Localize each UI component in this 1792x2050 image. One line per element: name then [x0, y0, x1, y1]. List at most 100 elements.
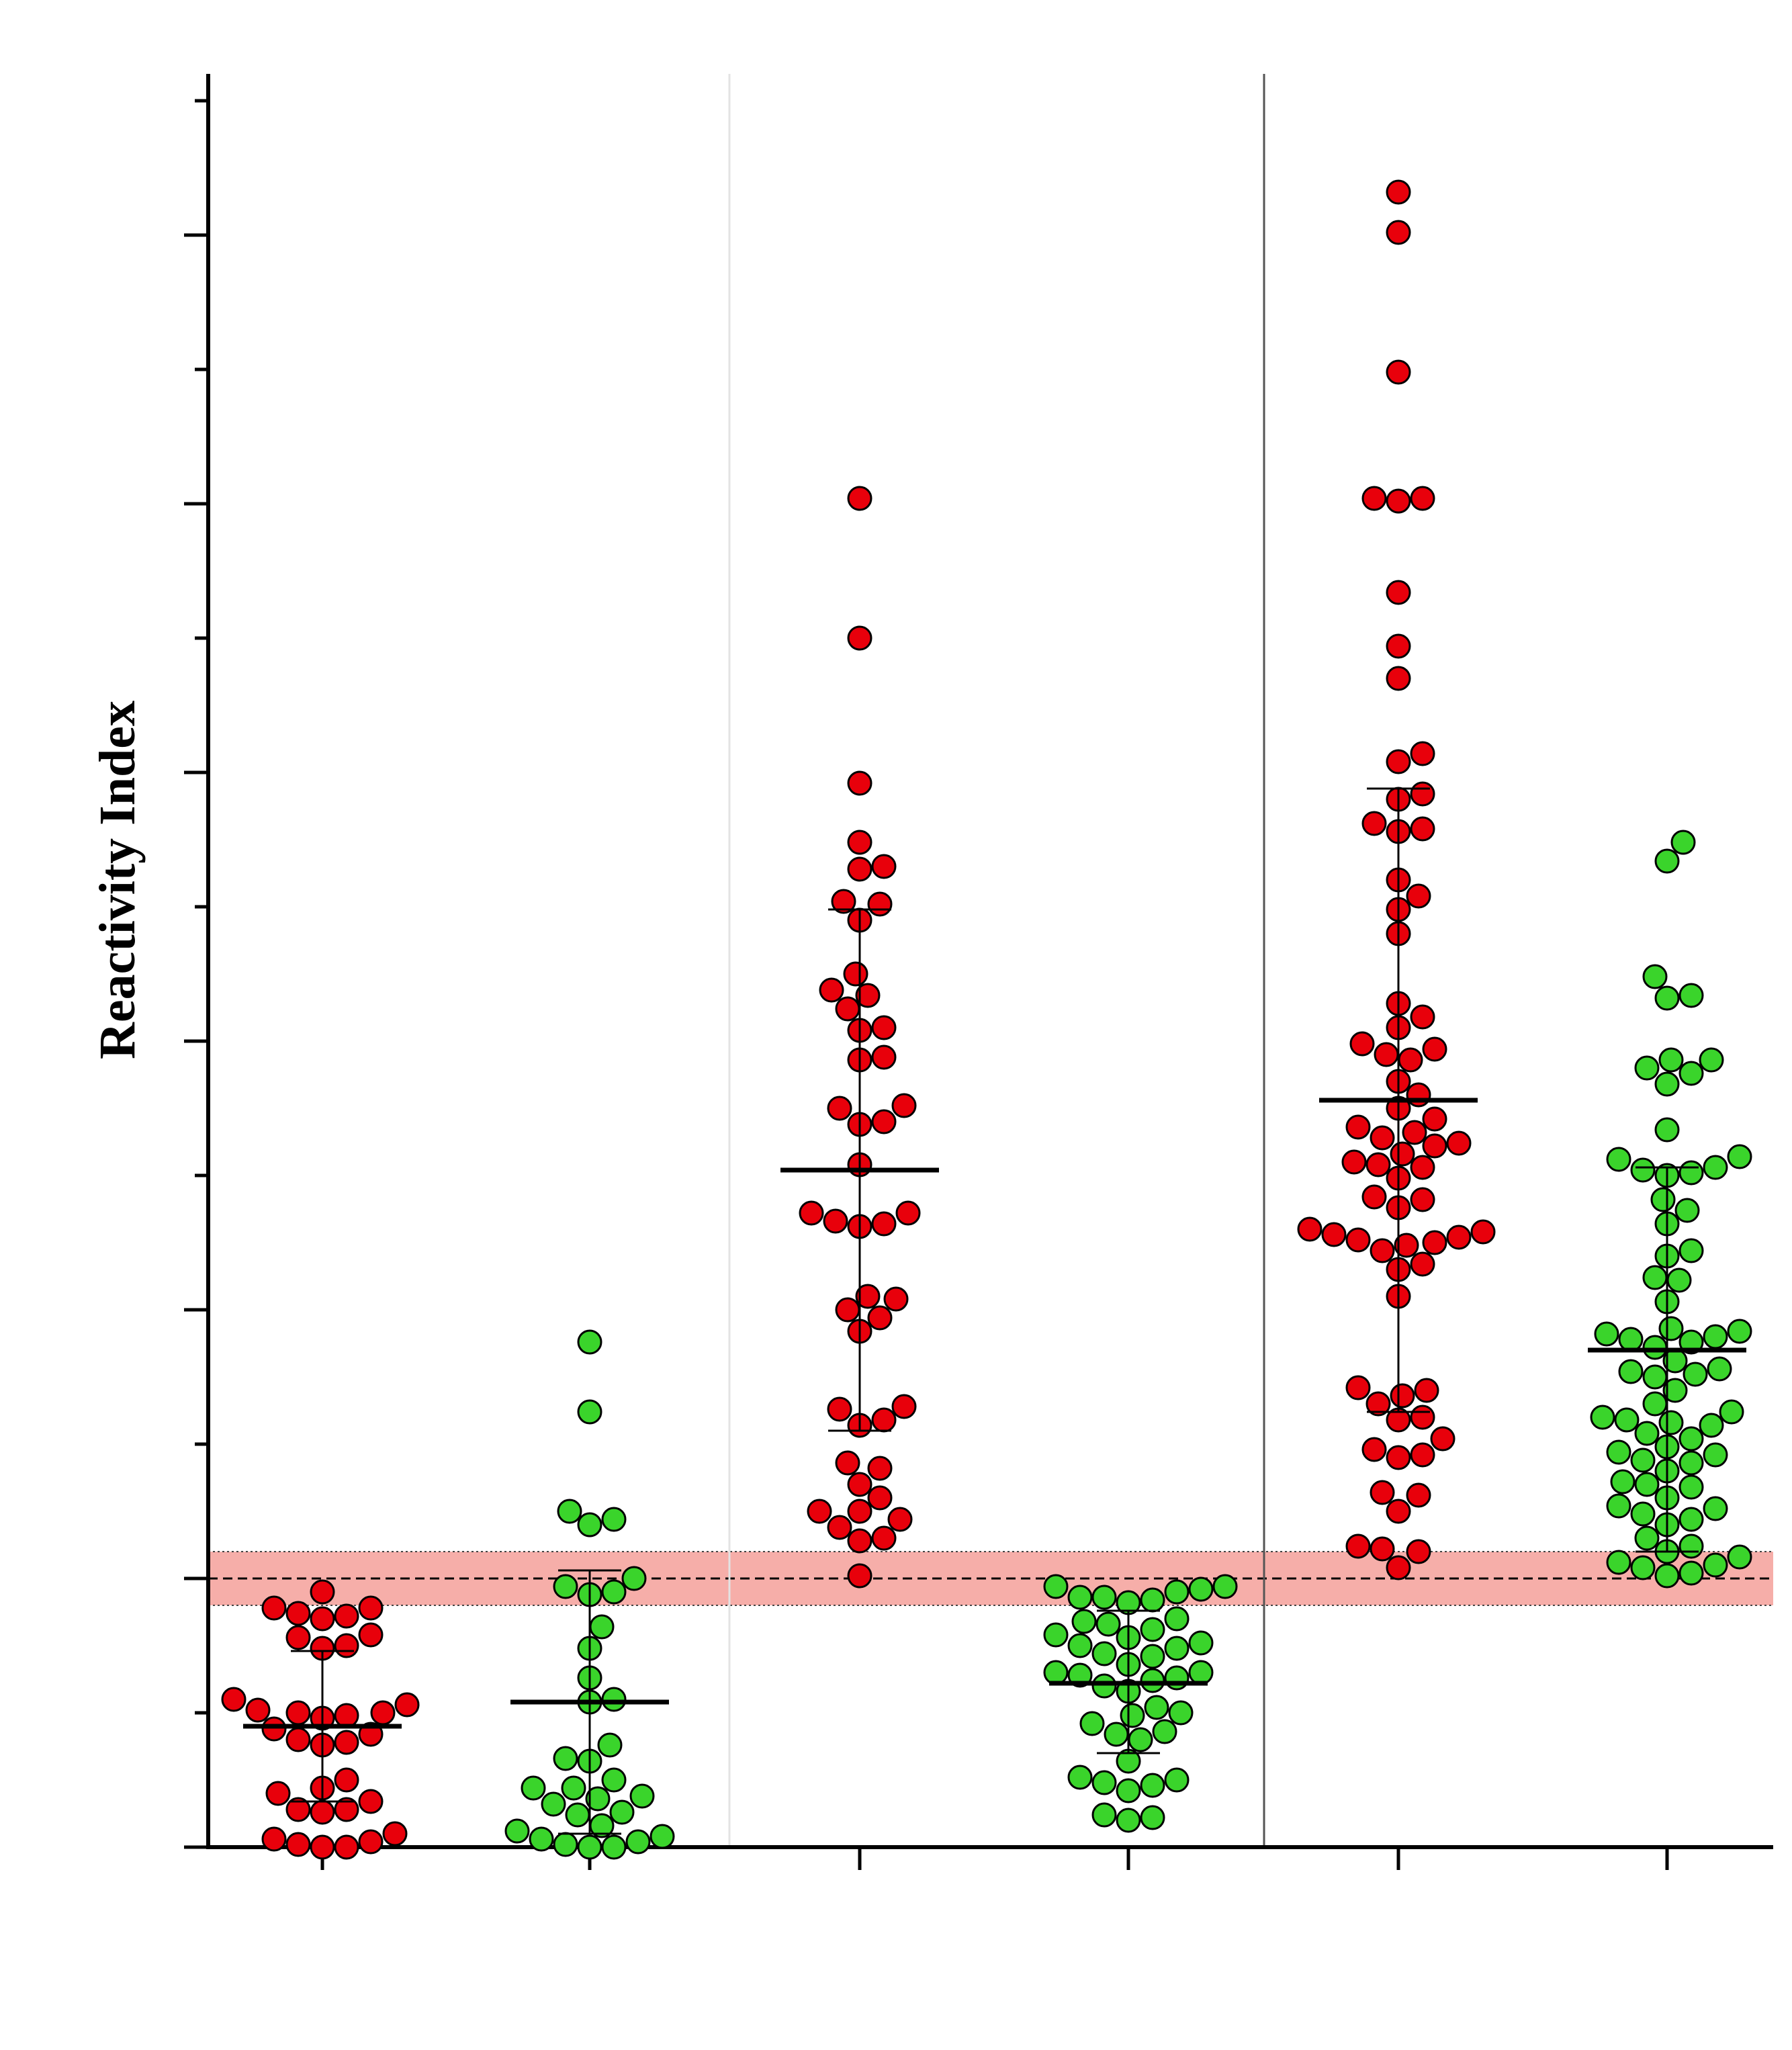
data-point-non-rbd	[1422, 1230, 1447, 1255]
data-point-rbd	[1678, 1238, 1704, 1263]
data-point-rbd	[1630, 1555, 1656, 1580]
data-point-rbd	[1678, 1560, 1704, 1586]
data-point-rbd	[1091, 1770, 1117, 1795]
data-point-rbd	[1140, 1587, 1165, 1613]
data-point-rbd	[1727, 1319, 1752, 1344]
y-axis-title: Reactivity Index	[89, 701, 146, 1059]
data-point-non-rbd	[1341, 1149, 1367, 1175]
data-point-rbd	[1164, 1767, 1190, 1793]
data-point-non-rbd	[847, 830, 872, 855]
data-point-rbd	[1654, 848, 1680, 874]
data-point-rbd	[1654, 1563, 1680, 1589]
data-point-rbd	[1095, 1611, 1121, 1637]
data-point-non-rbd	[1410, 741, 1435, 766]
data-point-non-rbd	[370, 1700, 396, 1726]
data-point-non-rbd	[334, 1603, 359, 1629]
data-point-rbd	[529, 1826, 554, 1852]
data-point-rbd	[1703, 1552, 1728, 1578]
data-point-non-rbd	[334, 1633, 359, 1658]
data-point-rbd	[621, 1566, 647, 1591]
data-point-rbd	[541, 1791, 566, 1817]
data-point-rbd	[1071, 1609, 1097, 1634]
data-point-rbd	[1678, 1450, 1704, 1476]
data-point-rbd	[1634, 1525, 1660, 1551]
data-point-rbd	[1654, 1071, 1680, 1097]
data-point-non-rbd	[1386, 1555, 1411, 1580]
data-point-non-rbd	[1422, 1133, 1447, 1159]
data-point-non-rbd	[847, 1563, 872, 1589]
data-point-rbd	[589, 1614, 615, 1640]
data-point-non-rbd	[310, 1834, 335, 1860]
data-point-non-rbd	[1386, 633, 1411, 659]
data-point-non-rbd	[855, 983, 881, 1008]
data-point-non-rbd	[819, 977, 844, 1003]
data-point-non-rbd	[1410, 1187, 1435, 1212]
data-point-rbd	[1703, 1496, 1728, 1521]
data-point-rbd	[1140, 1805, 1165, 1830]
data-point-rbd	[1642, 1364, 1668, 1390]
data-point-non-rbd	[1345, 1227, 1371, 1253]
data-point-rbd	[1699, 1413, 1724, 1438]
data-point-non-rbd	[334, 1834, 359, 1860]
data-point-rbd	[601, 1767, 627, 1793]
data-point-non-rbd	[1370, 1238, 1395, 1263]
data-point-non-rbd	[310, 1799, 335, 1825]
data-point-non-rbd	[871, 1525, 897, 1551]
data-point-rbd	[1630, 1501, 1656, 1527]
data-point-non-rbd	[285, 1797, 311, 1822]
data-point-non-rbd	[847, 856, 872, 882]
data-point-rbd	[553, 1832, 578, 1857]
data-point-rbd	[1144, 1695, 1169, 1720]
data-point-rbd	[597, 1732, 623, 1758]
data-point-non-rbd	[1370, 1536, 1395, 1562]
data-point-rbd	[1642, 1335, 1668, 1360]
data-point-rbd	[1067, 1585, 1093, 1610]
data-point-non-rbd	[1390, 1141, 1415, 1167]
data-point-non-rbd	[334, 1797, 359, 1822]
data-point-rbd	[601, 1579, 627, 1605]
data-point-non-rbd	[827, 1096, 852, 1121]
data-point-rbd	[1168, 1700, 1194, 1726]
data-point-non-rbd	[827, 1396, 852, 1422]
data-point-rbd	[553, 1746, 578, 1771]
data-point-non-rbd	[871, 1044, 897, 1070]
data-point-rbd	[1606, 1550, 1631, 1575]
data-point-non-rbd	[1386, 359, 1411, 385]
data-point-non-rbd	[1386, 749, 1411, 774]
data-point-rbd	[1658, 1410, 1684, 1435]
data-point-rbd	[1212, 1574, 1238, 1599]
data-point-non-rbd	[1398, 1047, 1423, 1073]
data-point-rbd	[1654, 985, 1680, 1011]
data-point-rbd	[1128, 1727, 1153, 1752]
data-point-rbd	[1067, 1633, 1093, 1658]
data-point-rbd	[1140, 1773, 1165, 1798]
data-point-non-rbd	[1361, 1437, 1387, 1462]
data-point-non-rbd	[1390, 1383, 1415, 1409]
data-point-rbd	[1662, 1378, 1688, 1403]
data-point-rbd	[1642, 1391, 1668, 1417]
data-point-rbd	[585, 1786, 611, 1812]
data-point-non-rbd	[1410, 1442, 1435, 1468]
data-point-rbd	[1670, 830, 1696, 855]
data-point-rbd	[1594, 1321, 1619, 1347]
data-point-non-rbd	[1370, 1125, 1395, 1151]
data-point-rbd	[1703, 1324, 1728, 1349]
data-point-rbd	[577, 1834, 602, 1860]
data-point-non-rbd	[1406, 883, 1431, 909]
data-point-rbd	[649, 1824, 675, 1849]
data-point-non-rbd	[1386, 580, 1411, 605]
data-point-non-rbd	[847, 1499, 872, 1524]
data-point-rbd	[1091, 1673, 1117, 1699]
data-point-rbd	[561, 1775, 586, 1801]
data-point-rbd	[557, 1499, 582, 1524]
data-point-rbd	[1618, 1327, 1644, 1352]
data-point-rbd	[1091, 1802, 1117, 1828]
data-point-rbd	[521, 1775, 546, 1801]
data-point-rbd	[1043, 1660, 1069, 1685]
data-point-non-rbd	[334, 1730, 359, 1755]
data-point-rbd	[1188, 1576, 1214, 1602]
data-point-non-rbd	[1365, 1391, 1391, 1417]
data-point-rbd	[1658, 1316, 1684, 1341]
data-point-non-rbd	[394, 1692, 420, 1718]
data-point-non-rbd	[285, 1832, 311, 1857]
